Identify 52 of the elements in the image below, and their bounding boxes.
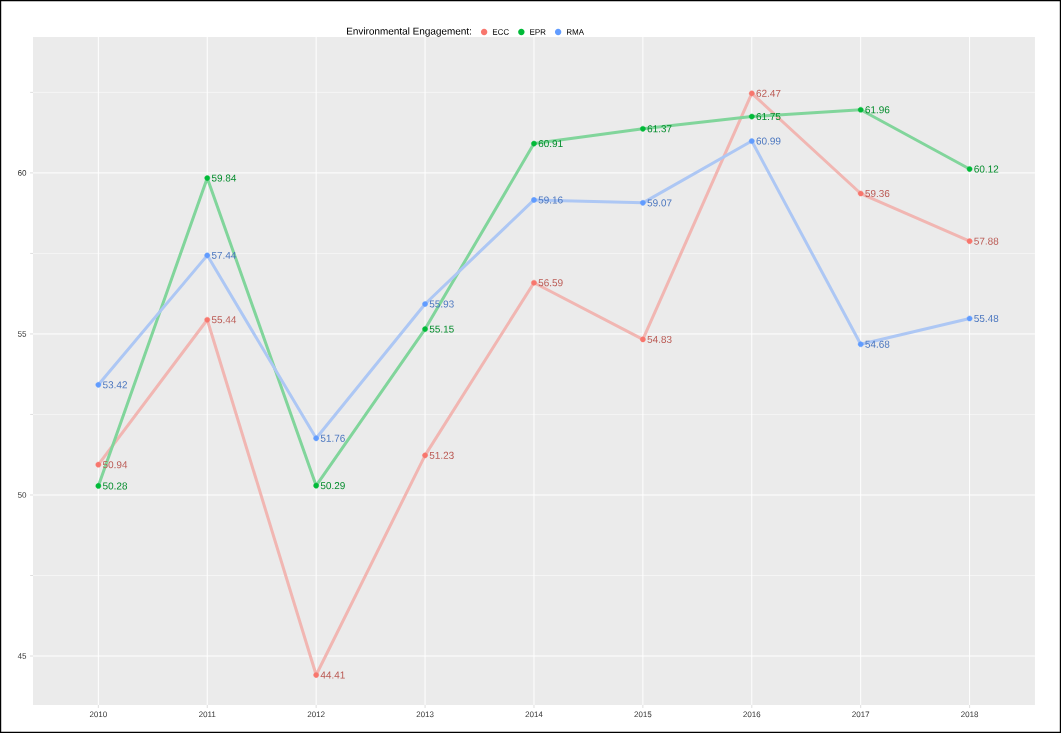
point xyxy=(313,435,319,442)
data-label: 60.99 xyxy=(756,137,781,145)
data-label: 61.96 xyxy=(865,106,890,114)
point xyxy=(531,279,537,286)
legend-title: Environmental Engagement: xyxy=(347,27,471,37)
point xyxy=(422,301,428,307)
point xyxy=(857,106,864,113)
point xyxy=(422,452,428,459)
data-label: 59.16 xyxy=(538,196,563,204)
point xyxy=(531,140,537,147)
point xyxy=(640,125,646,132)
data-label: 60.12 xyxy=(974,165,999,173)
data-label: 62.47 xyxy=(756,89,781,97)
point xyxy=(966,166,973,172)
data-label: 50.29 xyxy=(320,482,345,490)
point xyxy=(204,175,211,181)
point xyxy=(95,382,102,388)
point xyxy=(748,113,755,120)
point xyxy=(857,341,864,348)
point xyxy=(966,315,973,322)
data-label: 59.07 xyxy=(647,199,672,207)
data-label: 51.23 xyxy=(429,451,454,459)
point xyxy=(422,326,428,332)
data-label: 56.59 xyxy=(538,279,563,287)
data-label: 51.76 xyxy=(320,434,345,442)
data-label: 44.41 xyxy=(320,671,345,679)
data-label: 61.75 xyxy=(756,113,781,121)
data-label: 54.68 xyxy=(865,340,890,348)
point xyxy=(966,238,973,244)
point xyxy=(313,672,319,678)
point xyxy=(204,252,211,259)
data-label: 55.48 xyxy=(974,314,999,323)
point xyxy=(313,482,319,489)
point xyxy=(95,483,102,489)
point xyxy=(204,316,211,323)
point xyxy=(748,90,755,97)
point xyxy=(531,197,537,203)
data-label: 60.91 xyxy=(538,140,563,148)
data-label: 59.84 xyxy=(211,174,237,182)
data-label: 50.28 xyxy=(102,482,128,490)
data-label: 55.15 xyxy=(429,325,454,333)
point xyxy=(857,190,864,197)
data-label: 54.83 xyxy=(647,335,672,343)
point xyxy=(640,200,646,206)
point xyxy=(95,461,102,468)
data-label: 55.44 xyxy=(211,316,237,324)
data-label: 57.88 xyxy=(974,237,999,245)
data-label: 53.42 xyxy=(102,381,127,389)
point xyxy=(748,138,755,144)
data-label: 59.36 xyxy=(865,189,890,198)
data-label: 61.37 xyxy=(647,125,672,133)
point xyxy=(640,336,646,343)
